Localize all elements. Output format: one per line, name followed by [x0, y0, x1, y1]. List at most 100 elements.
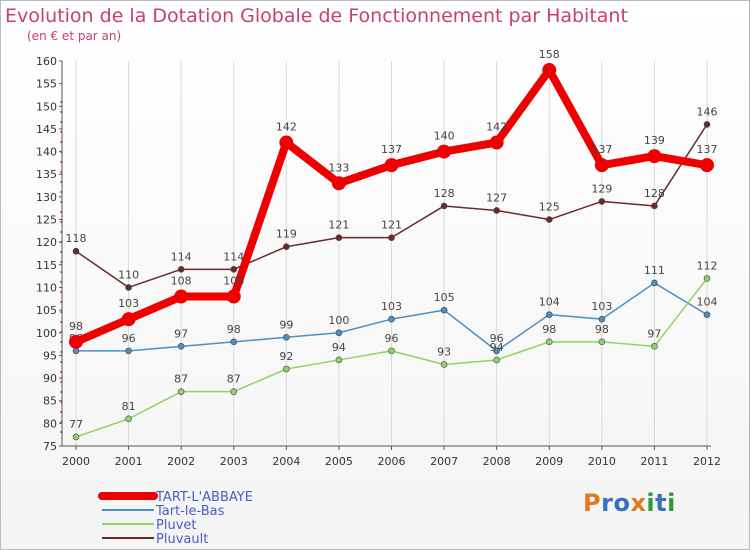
- y-tick-label: 75: [43, 440, 57, 453]
- data-point: [542, 63, 557, 78]
- data-point: [335, 356, 343, 364]
- data-point: [651, 202, 658, 210]
- y-tick-label: 115: [36, 259, 57, 272]
- data-label: 128: [644, 187, 665, 200]
- x-tick-label: 2010: [588, 455, 616, 468]
- data-label: 108: [223, 275, 244, 288]
- data-label: 105: [434, 291, 455, 304]
- data-point: [489, 135, 504, 150]
- data-point: [493, 207, 500, 214]
- data-point: [121, 312, 136, 327]
- data-point: [545, 338, 553, 346]
- data-label: 108: [171, 275, 192, 288]
- x-tick-label: 2011: [640, 455, 668, 468]
- data-point: [388, 347, 395, 355]
- data-label: 103: [591, 300, 612, 313]
- data-label: 98: [542, 323, 556, 336]
- y-tick-label: 95: [43, 349, 57, 362]
- data-point: [545, 311, 553, 318]
- x-tick-label: 2007: [430, 455, 458, 468]
- data-point: [388, 234, 395, 241]
- series-tart-le-bas: 96 96 97 98 99 100 103 105 96 104 103 111 104: [69, 264, 718, 355]
- data-point: [177, 266, 185, 273]
- data-point: [440, 202, 448, 210]
- data-point: [493, 356, 500, 364]
- data-point: [226, 289, 241, 304]
- y-tick-label: 135: [36, 168, 57, 181]
- y-tick-label: 150: [36, 100, 57, 113]
- logo-letter: t: [655, 489, 668, 517]
- data-label: 98: [69, 320, 83, 333]
- data-point: [598, 315, 606, 323]
- data-point: [388, 315, 395, 323]
- y-tick-label: 80: [43, 417, 57, 430]
- data-label: 114: [223, 250, 244, 263]
- data-label: 119: [276, 228, 297, 241]
- data-label: 81: [122, 400, 136, 413]
- data-point: [651, 343, 658, 350]
- x-tick-label: 2000: [62, 455, 90, 468]
- data-label: 128: [434, 187, 455, 200]
- data-label: 94: [332, 341, 346, 354]
- data-label: 96: [385, 332, 399, 345]
- data-point: [703, 311, 711, 318]
- x-tick-label: 2009: [535, 455, 563, 468]
- y-tick-label: 125: [36, 214, 57, 227]
- logo-letter: o: [613, 489, 631, 517]
- data-label: 142: [486, 121, 507, 134]
- logo-letter: r: [601, 489, 614, 517]
- data-point: [598, 338, 606, 346]
- data-label: 98: [595, 323, 609, 336]
- data-label: 104: [539, 296, 560, 309]
- data-point: [72, 433, 80, 441]
- x-tick-label: 2012: [693, 455, 721, 468]
- data-point: [700, 158, 714, 173]
- data-point: [545, 216, 553, 223]
- data-label: 158: [539, 48, 560, 61]
- logo-letter: i: [646, 489, 656, 517]
- y-tick-label: 105: [36, 304, 57, 317]
- data-point: [283, 333, 290, 341]
- proxiti-logo: Proxiti: [583, 489, 676, 517]
- data-label: 114: [171, 250, 192, 263]
- x-tick-label: 2001: [115, 455, 143, 468]
- y-tick-label: 85: [43, 395, 57, 408]
- data-point: [651, 279, 658, 287]
- data-point: [440, 306, 448, 314]
- data-label: 104: [697, 296, 718, 309]
- data-label: 112: [697, 259, 718, 272]
- data-label: 146: [697, 105, 718, 118]
- data-label: 98: [227, 323, 241, 336]
- data-point: [647, 149, 662, 164]
- y-tick-label: 140: [36, 146, 57, 159]
- data-point: [230, 266, 238, 273]
- y-tick-label: 130: [36, 191, 57, 204]
- data-point: [331, 176, 346, 191]
- data-point: [279, 135, 294, 150]
- y-tick-label: 90: [43, 372, 57, 385]
- x-tick-label: 2006: [378, 455, 406, 468]
- data-label: 111: [644, 264, 665, 277]
- y-tick-label: 145: [36, 123, 57, 136]
- data-label: 99: [279, 318, 293, 331]
- data-point: [335, 234, 343, 241]
- logo-letter: x: [630, 489, 647, 517]
- data-point: [594, 158, 609, 173]
- data-point: [283, 365, 290, 373]
- data-label: 100: [328, 314, 349, 327]
- data-label: 127: [486, 191, 507, 204]
- logo-letter: P: [583, 489, 602, 517]
- y-tick-label: 160: [36, 55, 57, 68]
- series-tart-l-abbaye: 98 103 108 108 142 133 137 140 142 158 137 139 137: [69, 48, 718, 349]
- x-tick-label: 2005: [325, 455, 353, 468]
- data-point: [335, 329, 343, 337]
- data-label: 77: [69, 418, 83, 431]
- data-label: 121: [328, 219, 349, 232]
- data-point: [230, 388, 238, 395]
- data-label: 96: [122, 332, 136, 345]
- data-point: [384, 158, 399, 173]
- data-point: [440, 361, 448, 368]
